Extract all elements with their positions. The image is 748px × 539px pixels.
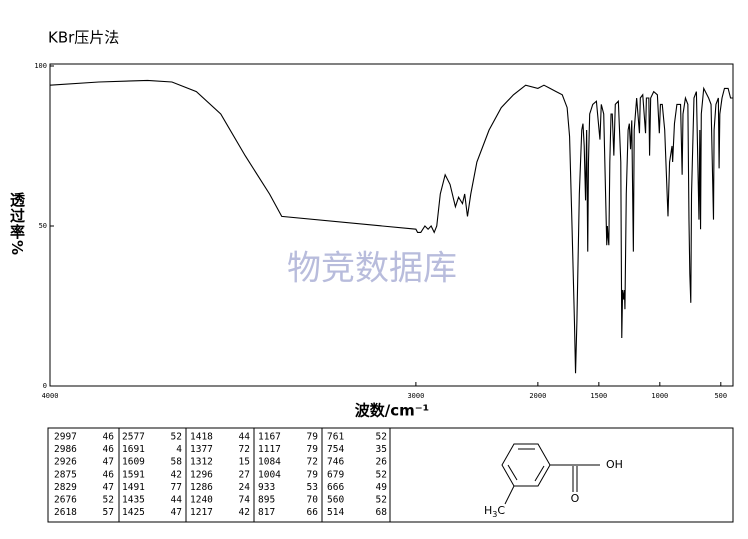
peak-transmittance: 72 — [307, 457, 318, 468]
peak-transmittance: 52 — [376, 469, 387, 480]
peak-wavenumber: 679 — [327, 469, 344, 480]
peak-transmittance: 24 — [239, 482, 251, 493]
chart-title: KBr压片法 — [48, 29, 119, 47]
x-tick-label: 500 — [714, 392, 727, 400]
peak-wavenumber: 1491 — [122, 482, 145, 493]
peak-transmittance: 72 — [239, 444, 250, 455]
y-tick-label: 0 — [43, 382, 47, 390]
hydroxyl-label: OH — [606, 458, 623, 471]
peak-wavenumber: 746 — [327, 457, 344, 468]
peak-wavenumber: 1609 — [122, 457, 145, 468]
peak-wavenumber: 817 — [258, 507, 275, 518]
peak-transmittance: 47 — [103, 457, 114, 468]
peak-transmittance: 46 — [103, 432, 115, 443]
peak-wavenumber: 2676 — [54, 495, 77, 506]
peak-transmittance: 52 — [376, 495, 387, 506]
peak-transmittance: 49 — [376, 482, 388, 493]
peak-transmittance: 46 — [103, 444, 115, 455]
methyl-h: H — [484, 504, 492, 517]
peak-wavenumber: 1377 — [190, 444, 213, 455]
x-tick-label: 2000 — [529, 392, 546, 400]
peak-transmittance: 46 — [103, 469, 115, 480]
peak-wavenumber: 2986 — [54, 444, 77, 455]
peak-transmittance: 52 — [171, 432, 182, 443]
peak-wavenumber: 560 — [327, 495, 344, 506]
peak-wavenumber: 1435 — [122, 495, 145, 506]
peak-transmittance: 70 — [307, 495, 319, 506]
x-tick-label: 3000 — [407, 392, 424, 400]
peak-wavenumber: 1004 — [258, 469, 281, 480]
peak-wavenumber: 895 — [258, 495, 275, 506]
peak-transmittance: 77 — [171, 482, 182, 493]
peak-transmittance: 68 — [376, 507, 388, 518]
spectrum-line — [49, 79, 733, 374]
peak-wavenumber: 1691 — [122, 444, 145, 455]
x-axis-label: 波数/cm⁻¹ — [355, 402, 430, 420]
peak-wavenumber: 2577 — [122, 432, 145, 443]
peak-wavenumber: 1591 — [122, 469, 145, 480]
peak-transmittance: 35 — [376, 444, 387, 455]
y-tick-label: 50 — [39, 222, 47, 230]
peak-transmittance: 47 — [103, 482, 114, 493]
peak-wavenumber: 1418 — [190, 432, 213, 443]
methyl-c: C — [497, 504, 505, 517]
peak-transmittance: 44 — [239, 432, 251, 443]
peak-transmittance: 47 — [171, 507, 182, 518]
peak-transmittance: 74 — [239, 495, 251, 506]
x-tick-label: 4000 — [42, 392, 59, 400]
watermark: 物竞数据库 — [287, 249, 457, 289]
peak-transmittance: 66 — [307, 507, 319, 518]
peak-wavenumber: 2926 — [54, 457, 77, 468]
molecule — [501, 443, 600, 505]
peak-transmittance: 27 — [239, 469, 250, 480]
peak-wavenumber: 754 — [327, 444, 344, 455]
peak-wavenumber: 1425 — [122, 507, 145, 518]
peak-wavenumber: 666 — [327, 482, 344, 493]
peak-transmittance: 4 — [176, 444, 182, 455]
peak-wavenumber: 1217 — [190, 507, 213, 518]
peak-transmittance: 53 — [307, 482, 318, 493]
peak-wavenumber: 2997 — [54, 432, 77, 443]
peak-wavenumber: 1296 — [190, 469, 213, 480]
y-axis-label: 透过率% — [8, 192, 26, 257]
peak-transmittance: 26 — [376, 457, 388, 468]
peak-wavenumber: 1286 — [190, 482, 213, 493]
peak-transmittance: 57 — [103, 507, 114, 518]
peak-wavenumber: 1117 — [258, 444, 281, 455]
peak-wavenumber: 933 — [258, 482, 275, 493]
x-tick-label: 1000 — [651, 392, 668, 400]
peak-transmittance: 52 — [376, 432, 387, 443]
peak-wavenumber: 514 — [327, 507, 344, 518]
peak-transmittance: 15 — [239, 457, 250, 468]
peak-wavenumber: 1240 — [190, 495, 213, 506]
oxygen-label: O — [571, 492, 580, 505]
peak-wavenumber: 761 — [327, 432, 344, 443]
peak-wavenumber: 1167 — [258, 432, 281, 443]
peak-transmittance: 58 — [171, 457, 183, 468]
plot-frame — [49, 63, 734, 387]
peak-transmittance: 52 — [103, 495, 114, 506]
table-dividers — [118, 428, 391, 522]
peak-wavenumber: 2875 — [54, 469, 77, 480]
peak-transmittance: 79 — [307, 444, 319, 455]
peak-transmittance: 42 — [239, 507, 250, 518]
methyl-sub: 3 — [492, 510, 497, 519]
peak-wavenumber: 1312 — [190, 457, 213, 468]
y-tick-label: 100 — [34, 62, 47, 70]
x-tick-label: 1500 — [590, 392, 607, 400]
peak-transmittance: 79 — [307, 432, 319, 443]
peak-transmittance: 44 — [171, 495, 183, 506]
peak-transmittance: 42 — [171, 469, 182, 480]
peak-wavenumber: 2618 — [54, 507, 77, 518]
peak-wavenumber: 2829 — [54, 482, 77, 493]
peak-transmittance: 79 — [307, 469, 319, 480]
peak-wavenumber: 1084 — [258, 457, 281, 468]
methyl-label: H3C — [484, 504, 505, 519]
